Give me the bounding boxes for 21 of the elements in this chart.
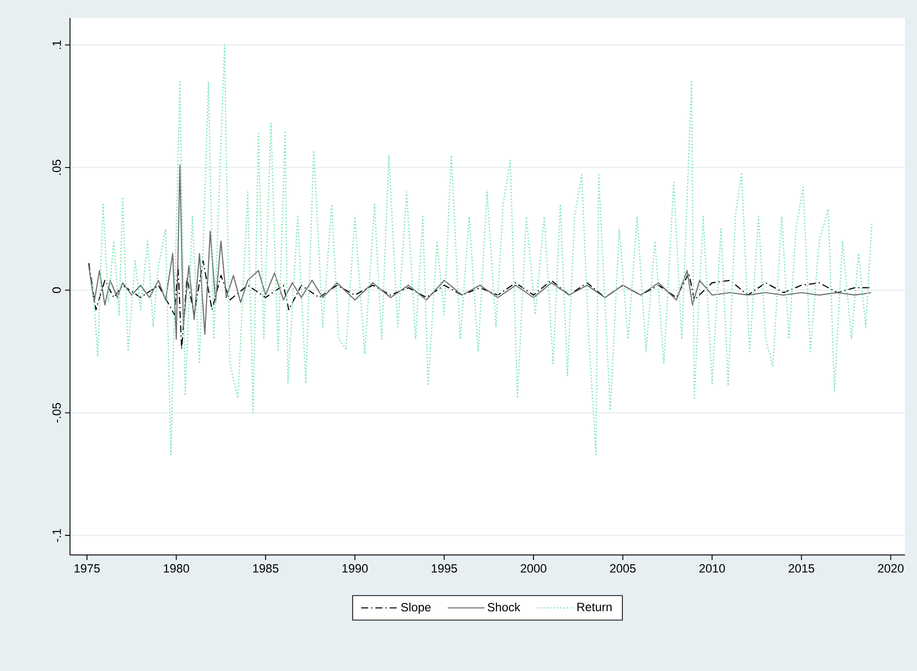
x-tick-label: 2005 (610, 564, 636, 573)
x-tick-label: 2015 (788, 564, 814, 573)
x-tick-label: 1990 (342, 564, 368, 573)
y-tick-label: -.1 (52, 528, 61, 542)
line-series (92, 44, 873, 456)
legend-label: Shock (488, 602, 520, 612)
x-tick-label: 2010 (699, 564, 725, 573)
line-series (88, 260, 872, 350)
y-tick-label: -.05 (52, 402, 61, 423)
x-tick-label: 1975 (74, 564, 100, 573)
y-tick-label: .05 (52, 160, 61, 175)
line-series (88, 164, 872, 340)
y-tick-label: 0 (52, 287, 61, 294)
x-tick-label: 1980 (164, 564, 190, 573)
legend-label: Slope (401, 602, 431, 614)
legend-label: Return (577, 602, 612, 612)
x-tick-label: 2020 (878, 564, 904, 573)
x-tick-label: 1995 (432, 564, 457, 573)
x-tick-label: 1985 (253, 564, 278, 573)
x-tick-label: 2000 (520, 564, 546, 573)
y-tick-label: .1 (52, 40, 61, 49)
